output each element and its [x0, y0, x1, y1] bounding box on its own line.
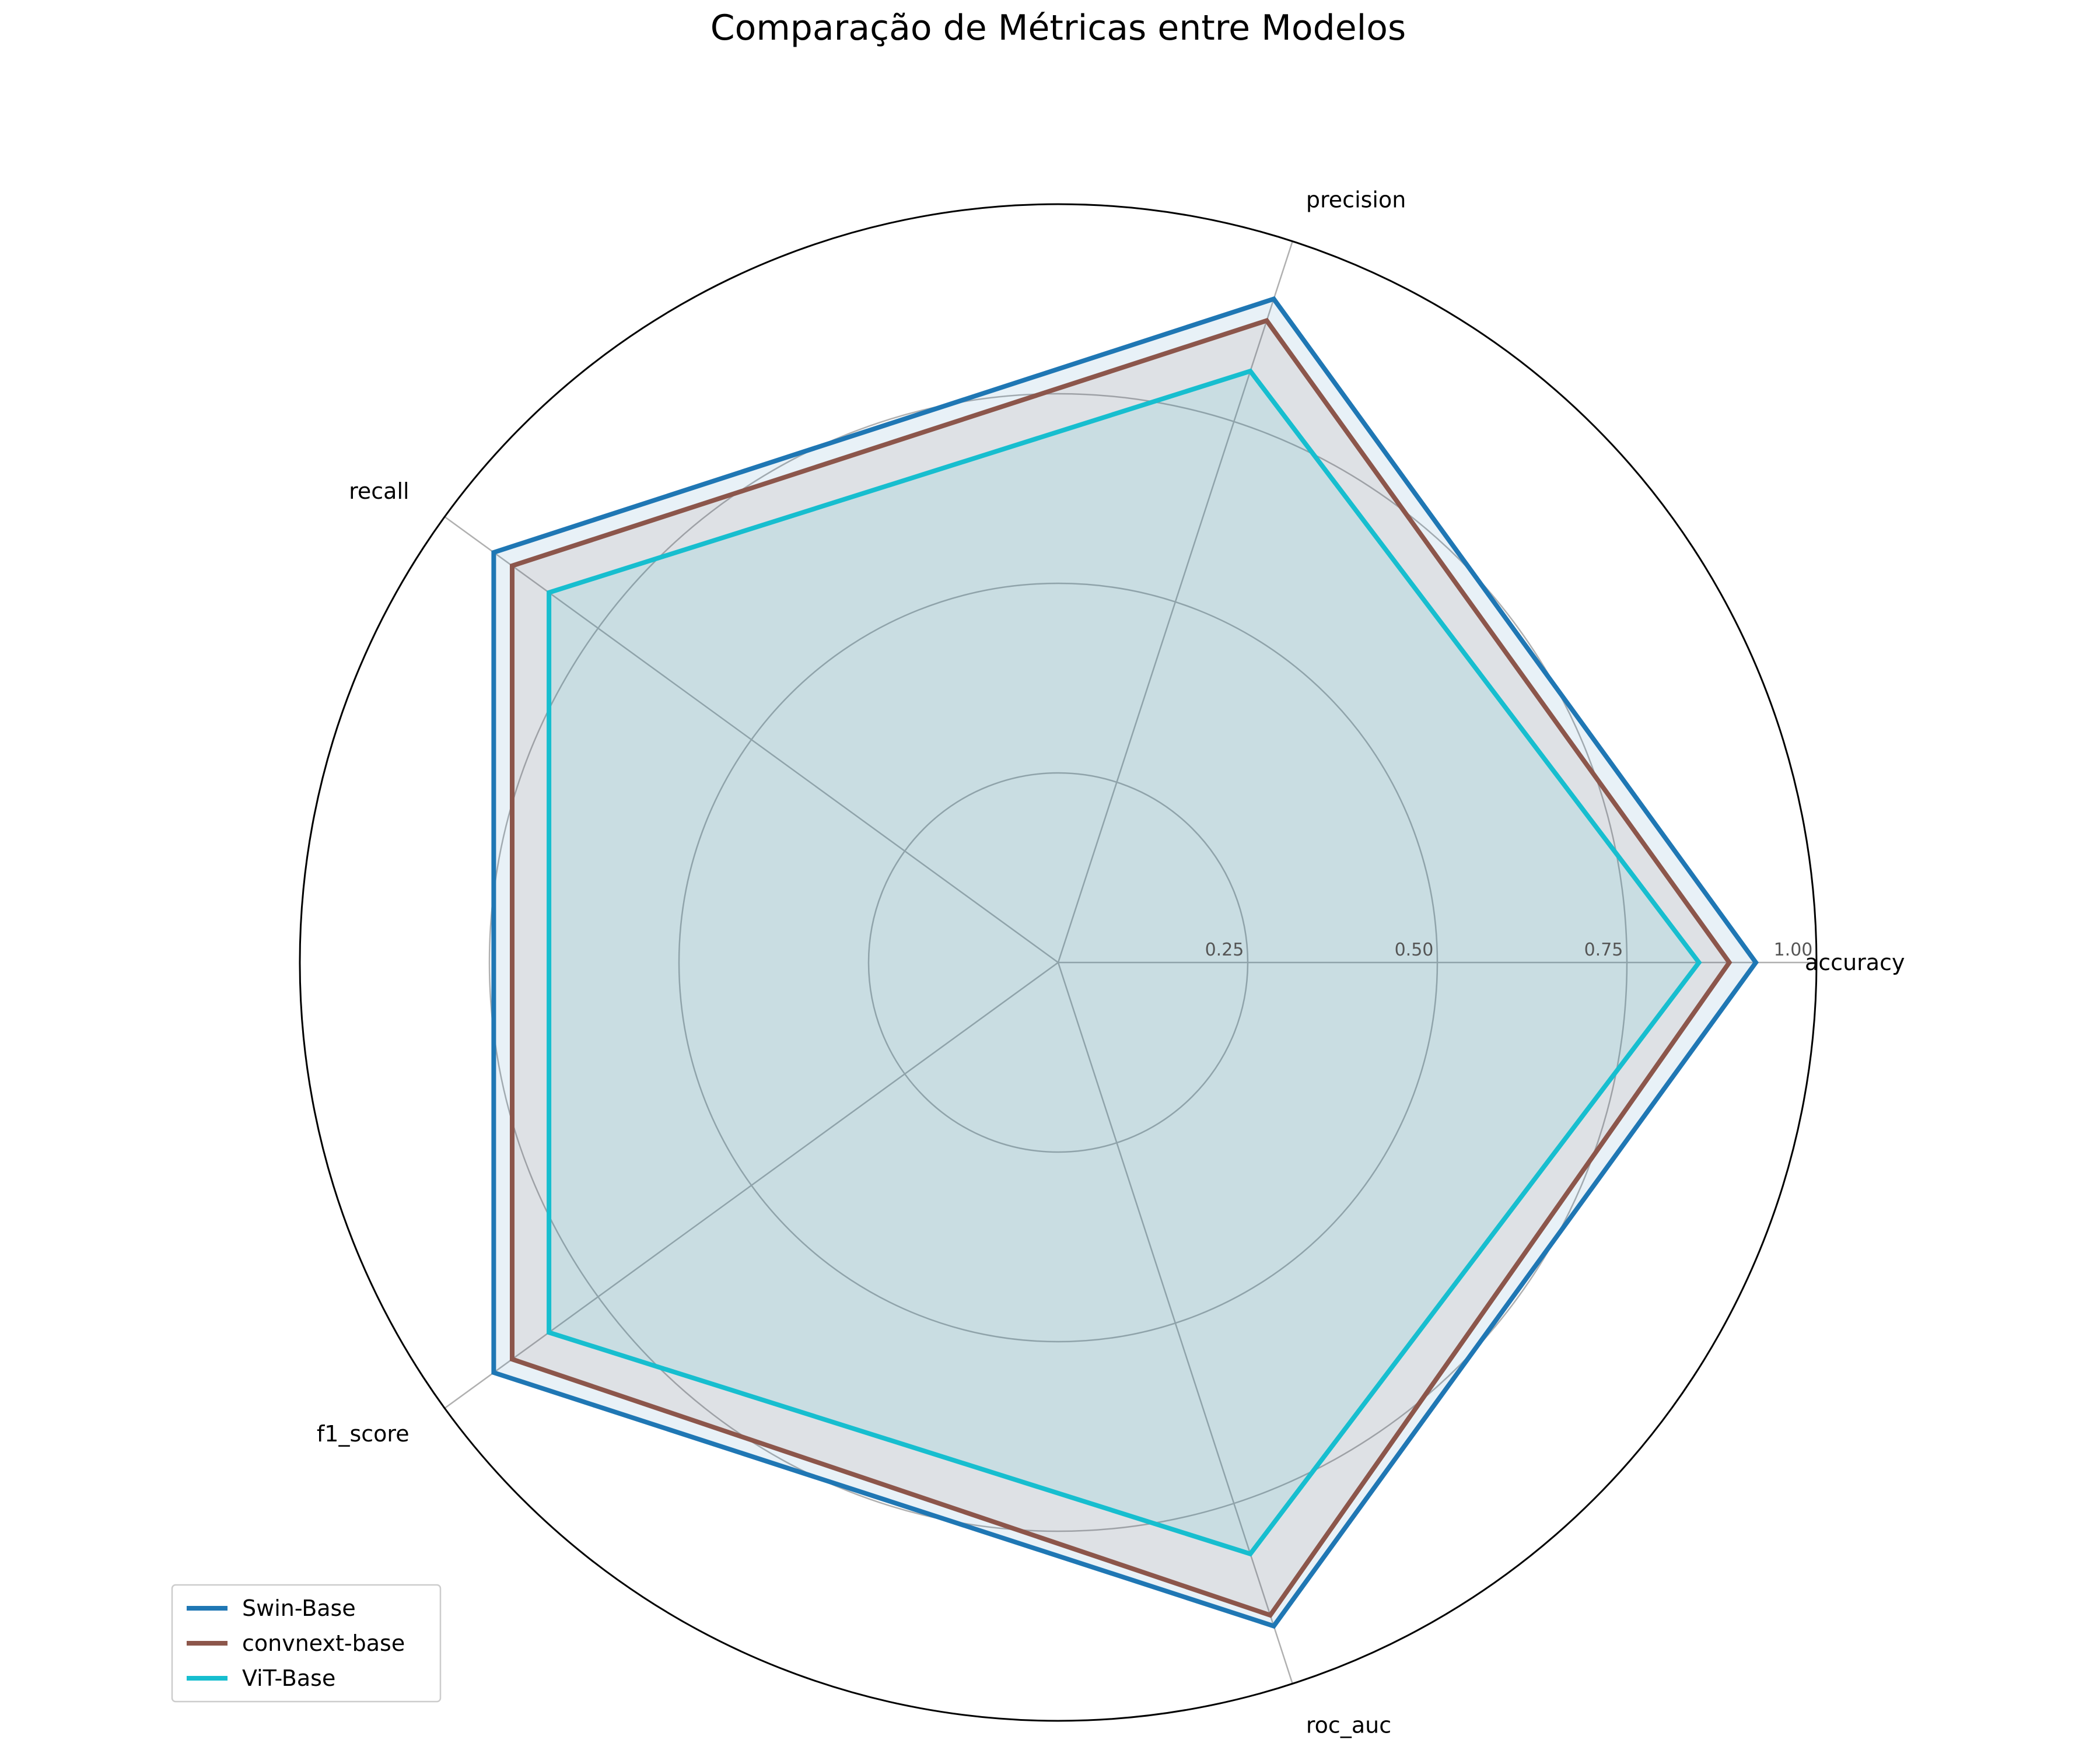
series-fill-ViT-Base	[549, 371, 1699, 1554]
axis-label-f1_score: f1_score	[317, 1421, 410, 1447]
series-line-convnext-base	[510, 317, 1732, 1618]
series-line-ViT-Base	[547, 368, 1702, 1557]
outer-frame	[299, 203, 1818, 1722]
axis-label-accuracy: accuracy	[1805, 950, 1905, 975]
series-layer	[491, 296, 1759, 1629]
tick-label-3: 1.00	[1774, 940, 1813, 960]
chart-title: Comparação de Métricas entre Modelos	[710, 8, 1406, 48]
spoke-precision	[1057, 241, 1293, 963]
series-fill-convnext-base	[512, 320, 1730, 1615]
axis-label-roc_auc: roc_auc	[1306, 1713, 1391, 1738]
tick-label-1: 0.50	[1395, 940, 1434, 960]
legend-label-ViT-Base: ViT-Base	[242, 1665, 335, 1691]
grid-layer	[299, 203, 1818, 1722]
legend: Swin-Base convnext-base ViT-Base	[171, 1584, 442, 1703]
tick-label-2: 0.75	[1584, 940, 1623, 960]
axis-label-precision: precision	[1306, 187, 1406, 212]
series-fill-Swin-Base	[494, 299, 1756, 1626]
tick-label-0: 0.25	[1205, 940, 1244, 960]
legend-label-convnext-base: convnext-base	[242, 1630, 405, 1656]
series-line-Swin-Base	[491, 296, 1759, 1629]
spoke-roc_auc	[1057, 962, 1293, 1684]
legend-box	[171, 1584, 442, 1703]
legend-label-Swin-Base: Swin-Base	[242, 1595, 356, 1621]
axis-label-recall: recall	[349, 478, 409, 504]
